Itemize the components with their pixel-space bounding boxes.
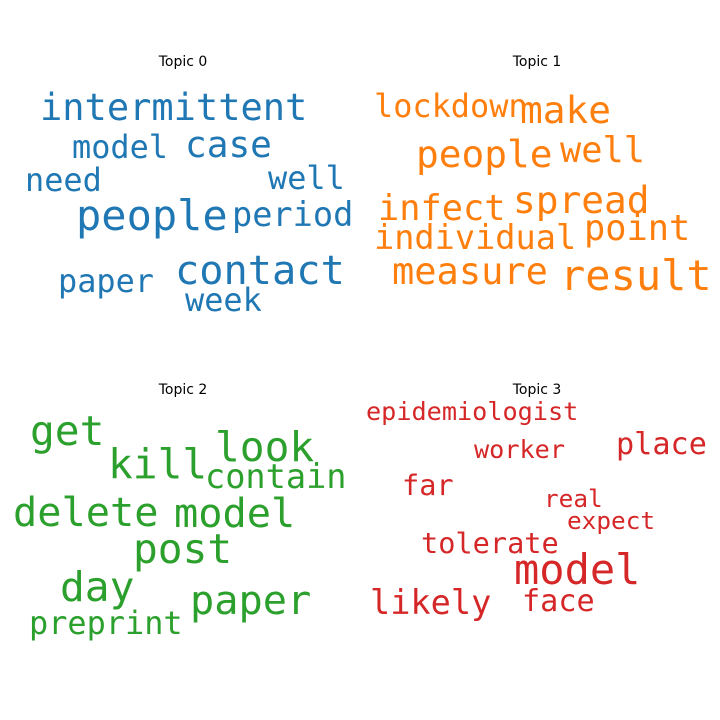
word-worker: worker (474, 435, 565, 464)
word-intermittent: intermittent (40, 86, 307, 129)
word-measure: measure (392, 250, 548, 293)
word-spread: spread (513, 178, 650, 222)
word-model: model (72, 128, 168, 166)
word-model: model (174, 490, 295, 537)
word-expect: expect (567, 506, 655, 535)
word-period: period (232, 195, 353, 234)
word-face: face (522, 584, 595, 619)
word-paper: paper (190, 577, 311, 624)
word-tolerate: tolerate (421, 526, 559, 560)
word-post: post (133, 525, 232, 573)
word-delete: delete (13, 489, 159, 536)
word-contact: contact (175, 247, 345, 294)
panel-title: Topic 3 (512, 382, 562, 398)
word-look: look (215, 423, 314, 471)
word-make: make (520, 88, 611, 132)
panel-title: Topic 2 (158, 382, 208, 398)
word-individual: individual (374, 218, 576, 257)
word-need: need (25, 161, 102, 199)
word-kill: kill (108, 440, 207, 488)
word-people: people (416, 132, 553, 176)
word-week: week (185, 281, 262, 319)
word-well: well (560, 130, 645, 171)
word-model: model (514, 545, 640, 594)
word-paper: paper (58, 262, 154, 300)
panel-title: Topic 1 (512, 54, 562, 70)
word-lockdown: lockdown (374, 87, 528, 125)
word-get: get (30, 407, 104, 455)
word-result: result (560, 251, 712, 300)
word-real: real (544, 484, 603, 513)
word-epidemiologist: epidemiologist (366, 397, 578, 426)
panel-title: Topic 0 (158, 54, 208, 70)
word-contain: contain (205, 457, 347, 496)
word-preprint: preprint (29, 604, 183, 642)
word-people: people (76, 191, 228, 240)
word-point: point (584, 208, 690, 249)
word-far: far (402, 468, 454, 502)
word-place: place (616, 427, 707, 462)
word-case: case (185, 124, 272, 166)
word-day: day (60, 563, 134, 611)
word-well: well (268, 159, 345, 197)
word-infect: infect (378, 188, 506, 229)
word-likely: likely (370, 583, 491, 622)
